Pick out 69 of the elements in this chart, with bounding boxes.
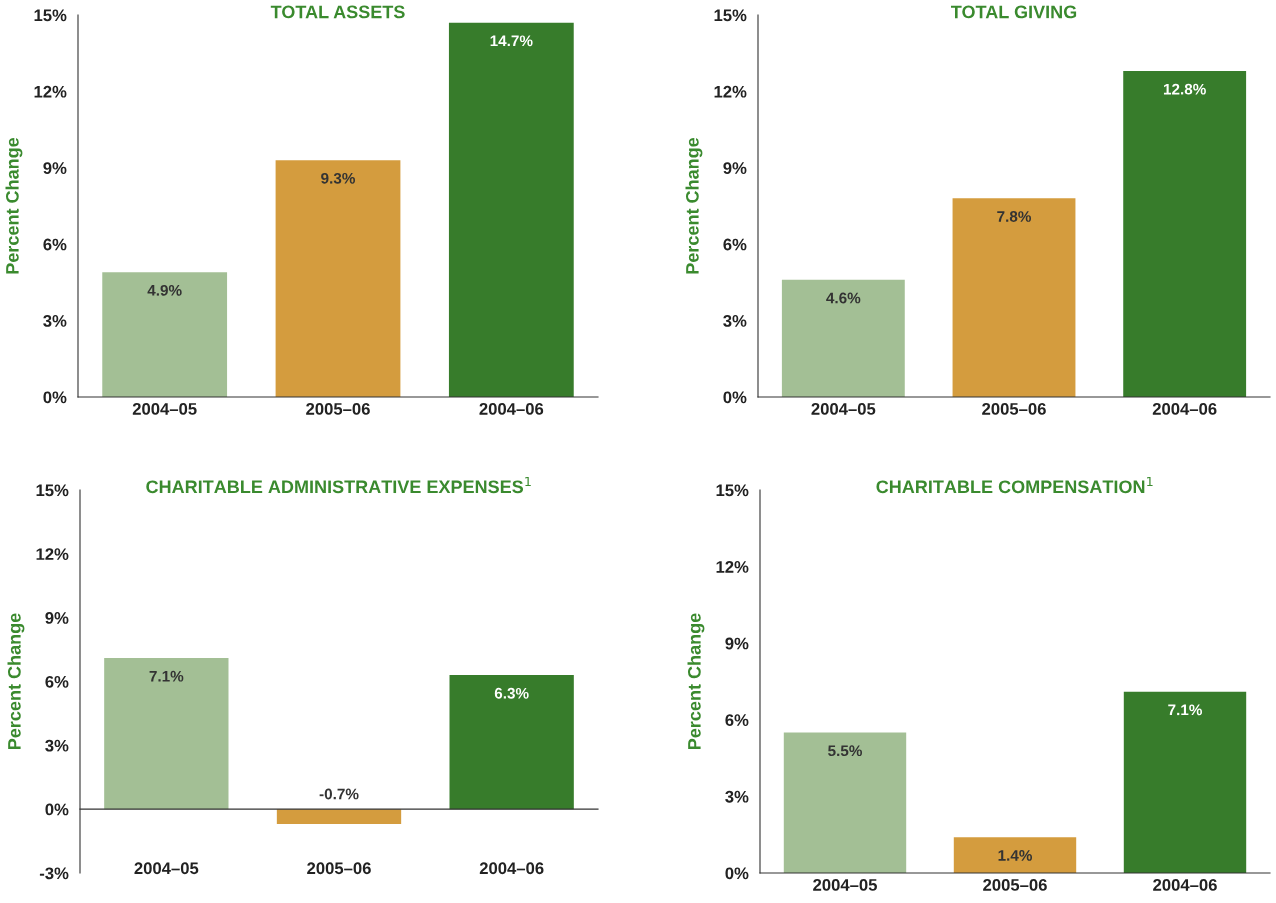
y-tick-label: 6%	[45, 675, 69, 688]
y-tick-label: 12%	[34, 85, 67, 98]
x-tick-label: 2004–05	[134, 862, 199, 875]
y-axis-title: Percent Change	[7, 613, 25, 750]
y-axis-title: Percent Change	[687, 613, 705, 750]
bar	[1123, 71, 1247, 397]
data-label: 5.5%	[828, 745, 863, 757]
x-tick-label: 2004–06	[1153, 879, 1217, 891]
y-tick-label: 6%	[43, 238, 67, 251]
data-label: 7.8%	[997, 211, 1032, 222]
y-tick-label: 12%	[36, 548, 69, 560]
bar	[1123, 691, 1247, 873]
data-label: 7.1%	[1168, 704, 1203, 716]
bar	[276, 809, 402, 825]
y-tick-label: 15%	[36, 484, 69, 497]
y-tick-label: 9%	[45, 612, 69, 624]
x-tick-label: 2004–05	[132, 403, 197, 415]
x-tick-label: 2004–05	[813, 879, 877, 891]
bar	[449, 675, 574, 810]
y-tick-label: 15%	[714, 9, 747, 22]
bar	[275, 160, 401, 397]
bar	[102, 272, 228, 397]
data-label: 12.8%	[1163, 83, 1206, 95]
y-tick-label: 6%	[723, 238, 747, 251]
x-tick-label: 2004–06	[479, 403, 544, 415]
data-label: 4.6%	[826, 292, 861, 304]
x-tick-label: 2005–06	[982, 403, 1046, 415]
data-label: 9.3%	[321, 172, 356, 184]
data-label: 1.4%	[998, 850, 1033, 861]
y-axis-title: Percent Change	[685, 137, 703, 274]
y-tick-label: 3%	[45, 739, 69, 752]
data-label: 6.3%	[494, 687, 529, 699]
y-axis-title: Percent Change	[5, 137, 23, 274]
y-tick-label: 3%	[725, 790, 749, 803]
y-tick-label: 0%	[45, 803, 69, 816]
x-tick-label: 2005–06	[306, 403, 370, 415]
bar	[781, 279, 905, 397]
chart-title: CHARITABLE COMPENSATION$^{1}$	[876, 476, 1153, 494]
y-tick-label: 0%	[725, 867, 749, 880]
y-tick-label: 12%	[716, 561, 749, 573]
y-tick-label: 0%	[723, 391, 747, 404]
y-tick-label: -3%	[39, 867, 69, 880]
x-tick-label: 2004–06	[479, 862, 544, 875]
data-label: 14.7%	[490, 35, 533, 47]
chart-title: TOTAL ASSETS	[270, 5, 405, 19]
y-tick-label: 12%	[714, 85, 747, 98]
data-label: 4.9%	[147, 284, 182, 296]
bar	[783, 732, 907, 873]
y-tick-label: 3%	[43, 315, 67, 327]
x-tick-label: 2005–06	[983, 879, 1047, 891]
x-tick-label: 2005–06	[307, 862, 371, 875]
bar	[104, 658, 229, 810]
y-tick-label: 9%	[725, 637, 749, 650]
y-tick-label: 9%	[43, 162, 67, 174]
y-tick-label: 15%	[716, 484, 749, 497]
bar	[448, 22, 574, 397]
data-label: -0.7%	[319, 788, 359, 800]
x-tick-label: 2004–06	[1152, 403, 1217, 415]
x-tick-label: 2004–05	[811, 403, 876, 415]
data-label: 7.1%	[149, 670, 184, 682]
y-tick-label: 6%	[725, 714, 749, 726]
chart-title: TOTAL GIVING	[950, 5, 1077, 19]
bar	[952, 198, 1076, 397]
y-tick-label: 0%	[43, 391, 67, 404]
y-tick-label: 15%	[34, 9, 67, 22]
y-tick-label: 9%	[723, 162, 747, 174]
bar	[953, 837, 1077, 873]
chart-title: CHARITABLE ADMINISTRATIVE EXPENSES$^{1}$	[146, 476, 531, 494]
y-tick-label: 3%	[723, 315, 747, 327]
